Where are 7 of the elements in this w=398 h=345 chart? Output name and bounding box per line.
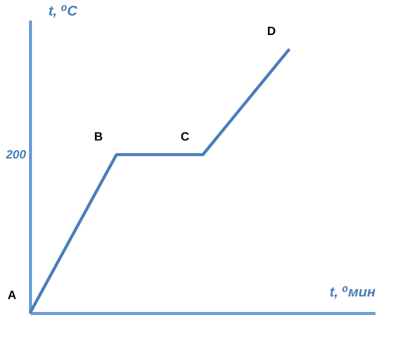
text: A [8,288,17,302]
annotation: B [94,130,104,144]
text: 200 [5,148,26,162]
x-axis-title: t, ⁰мин [330,284,376,300]
text: D [267,24,276,38]
y-axis-title: t, ⁰C [48,2,78,18]
annotation: C [180,130,190,144]
